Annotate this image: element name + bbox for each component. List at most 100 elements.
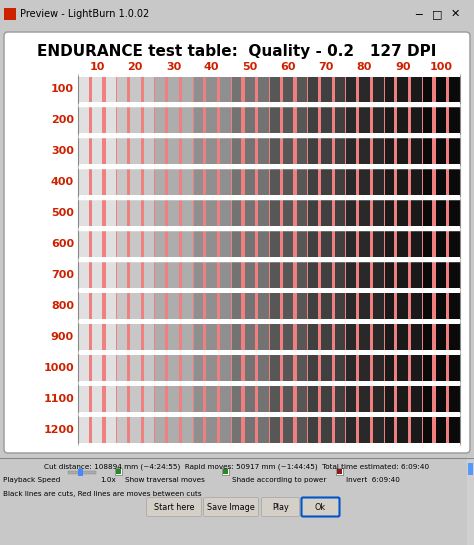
Bar xyxy=(220,324,231,350)
Bar xyxy=(283,386,293,411)
Bar xyxy=(78,169,89,195)
Bar xyxy=(155,105,192,136)
Bar xyxy=(335,355,346,380)
Bar xyxy=(130,293,141,319)
Bar xyxy=(130,416,141,443)
Bar xyxy=(203,293,206,319)
Bar xyxy=(192,76,193,102)
Bar xyxy=(370,200,373,226)
Bar xyxy=(127,231,130,257)
Bar xyxy=(231,200,241,226)
Bar xyxy=(78,138,89,164)
Bar xyxy=(321,293,332,319)
Bar xyxy=(335,293,346,319)
Bar xyxy=(269,290,307,322)
Text: Start here: Start here xyxy=(154,502,194,512)
Bar xyxy=(408,262,411,288)
Bar xyxy=(203,76,206,102)
Bar xyxy=(293,355,297,380)
Text: 20: 20 xyxy=(128,62,143,72)
Bar xyxy=(155,138,165,164)
Bar xyxy=(408,200,411,226)
Bar xyxy=(258,138,269,164)
Bar xyxy=(449,293,460,319)
Bar xyxy=(127,324,130,350)
Bar xyxy=(192,383,231,414)
Text: 50: 50 xyxy=(242,62,257,72)
Bar xyxy=(411,107,422,134)
Bar xyxy=(397,231,408,257)
Bar xyxy=(307,386,318,411)
Bar xyxy=(269,200,280,226)
Bar xyxy=(102,138,106,164)
Bar xyxy=(359,138,370,164)
Bar xyxy=(78,228,116,259)
Bar xyxy=(432,138,436,164)
Bar xyxy=(411,386,422,411)
Bar xyxy=(255,231,258,257)
Bar xyxy=(321,355,332,380)
Bar xyxy=(78,383,116,414)
Bar xyxy=(422,322,460,352)
Bar xyxy=(283,416,293,443)
Bar xyxy=(92,76,102,102)
Bar xyxy=(346,416,356,443)
Bar xyxy=(165,416,168,443)
Bar xyxy=(293,293,297,319)
Text: 10: 10 xyxy=(90,62,105,72)
Bar xyxy=(115,468,122,475)
Bar xyxy=(78,231,79,257)
Bar xyxy=(432,262,436,288)
Bar xyxy=(408,169,411,195)
Bar xyxy=(106,107,116,134)
Bar xyxy=(231,167,269,198)
Bar xyxy=(307,200,318,226)
Bar xyxy=(130,231,141,257)
Bar xyxy=(179,200,182,226)
Bar xyxy=(141,293,144,319)
Bar xyxy=(231,355,232,380)
Bar xyxy=(283,231,293,257)
Bar xyxy=(346,138,356,164)
Bar xyxy=(346,290,383,322)
Bar xyxy=(89,76,92,102)
Text: Ok: Ok xyxy=(315,502,326,512)
Bar xyxy=(192,386,193,411)
Bar xyxy=(318,138,321,164)
Bar xyxy=(269,138,270,164)
Bar xyxy=(231,322,269,352)
Bar xyxy=(370,355,373,380)
Bar xyxy=(220,355,231,380)
Bar xyxy=(116,352,155,383)
Bar xyxy=(141,355,144,380)
Bar xyxy=(106,293,116,319)
Bar xyxy=(335,416,346,443)
Bar xyxy=(383,200,394,226)
Bar xyxy=(155,228,192,259)
Bar xyxy=(307,386,308,411)
Bar xyxy=(307,200,308,226)
Bar xyxy=(318,262,321,288)
Bar xyxy=(383,262,384,288)
Bar xyxy=(241,416,245,443)
Bar xyxy=(332,76,335,102)
Bar xyxy=(397,138,408,164)
Bar xyxy=(318,416,321,443)
Bar xyxy=(436,138,446,164)
Bar xyxy=(346,198,383,228)
Bar xyxy=(155,169,165,195)
Bar xyxy=(127,76,130,102)
Bar xyxy=(408,324,411,350)
Bar xyxy=(241,386,245,411)
Bar xyxy=(245,355,255,380)
Bar xyxy=(78,324,79,350)
Bar xyxy=(116,324,127,350)
Bar xyxy=(346,414,383,445)
Text: 200: 200 xyxy=(51,116,74,125)
Bar xyxy=(359,200,370,226)
Bar xyxy=(182,324,192,350)
Bar xyxy=(283,76,293,102)
Bar xyxy=(432,293,436,319)
Bar xyxy=(269,355,280,380)
Bar xyxy=(269,352,307,383)
